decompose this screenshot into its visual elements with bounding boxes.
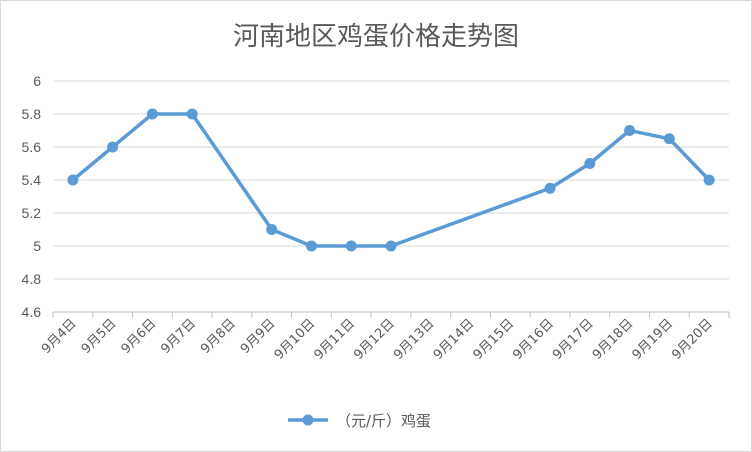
legend-label: （元/斤）鸡蛋: [336, 412, 431, 430]
x-tick-label: 9月5日: [79, 316, 120, 357]
data-point: [385, 240, 397, 252]
x-axis-ticks: 9月4日 9月5日 9月6日 9月7日 9月8日 9月9日9月10日9月11日9月12日9…: [39, 316, 716, 363]
y-axis-ticks: 4.6 4.8 5 5.2 5.4 5.6 5.8 6: [22, 73, 42, 320]
data-point: [67, 174, 79, 186]
data-point: [107, 141, 119, 153]
data-point: [186, 108, 198, 120]
data-point: [624, 125, 636, 136]
y-tick-label: 6: [33, 73, 41, 89]
series-egg-price: [67, 108, 715, 252]
y-tick-label: 5.8: [22, 106, 42, 122]
x-tick-label: 9月7日: [158, 316, 199, 357]
chart-title: 河南地区鸡蛋价格走势图: [233, 22, 519, 52]
axes: [52, 311, 730, 318]
x-tick-label: 9月19日: [630, 316, 677, 363]
y-tick-label: 5: [33, 238, 41, 254]
x-tick-label: 9月17日: [550, 316, 597, 363]
legend: （元/斤）鸡蛋: [288, 412, 431, 430]
data-point: [146, 108, 158, 120]
x-tick-label: 9月13日: [391, 316, 438, 363]
x-tick-label: 9月11日: [312, 316, 359, 363]
y-tick-label: 5.6: [22, 139, 42, 155]
x-tick-label: 9月10日: [272, 316, 319, 363]
x-tick-label: 9月4日: [39, 316, 80, 357]
y-tick-label: 4.8: [22, 271, 42, 287]
data-point: [663, 133, 675, 145]
data-point: [345, 240, 357, 252]
x-tick-label: 9月15日: [471, 316, 518, 363]
data-point: [584, 158, 596, 169]
data-point: [305, 240, 317, 252]
data-point: [544, 182, 556, 194]
x-tick-label: 9月16日: [510, 316, 557, 363]
x-tick-label: 9月20日: [669, 316, 716, 363]
x-tick-label: 9月8日: [198, 316, 239, 357]
y-tick-label: 5.4: [22, 172, 42, 188]
y-tick-label: 4.6: [22, 304, 42, 320]
y-tick-label: 5.2: [22, 205, 42, 221]
x-tick-label: 9月18日: [590, 316, 637, 363]
data-point: [266, 224, 278, 235]
legend-marker-swatch: [302, 414, 314, 426]
x-tick-label: 9月12日: [351, 316, 398, 363]
x-tick-label: 9月14日: [431, 316, 478, 363]
data-point: [703, 174, 715, 186]
x-tick-label: 9月6日: [119, 316, 160, 357]
